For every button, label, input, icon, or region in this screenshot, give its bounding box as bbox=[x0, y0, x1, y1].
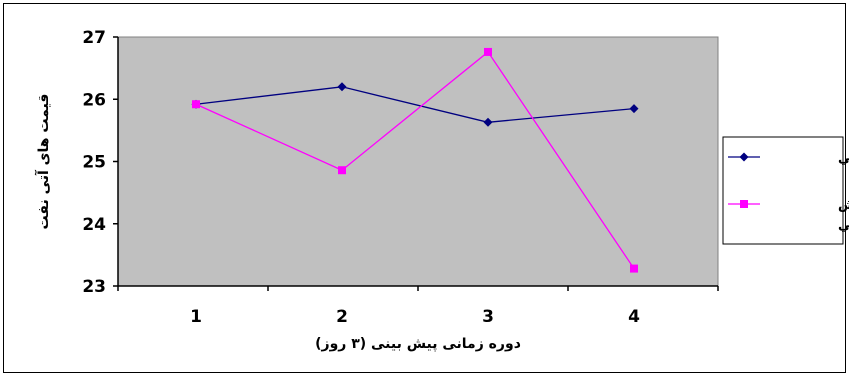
data-point bbox=[630, 264, 638, 273]
x-axis-title: دوره زمانی پیش بینی (۳ روز) bbox=[315, 336, 521, 352]
y-ticks: 23 24 25 26 27 bbox=[82, 28, 118, 297]
y-tick-label: 24 bbox=[82, 215, 106, 235]
series-2 bbox=[192, 47, 638, 273]
series-layer bbox=[191, 47, 639, 273]
series-line bbox=[195, 50, 635, 269]
data-point bbox=[192, 100, 200, 109]
x-ticks: 1 2 3 4 bbox=[117, 286, 719, 327]
legend-box bbox=[722, 136, 844, 245]
data-point bbox=[338, 166, 346, 175]
x-tick-label: 3 bbox=[482, 307, 494, 327]
series-line bbox=[195, 86, 635, 123]
legend-label: پيش bbox=[838, 198, 849, 213]
x-tick-label: 1 bbox=[190, 307, 202, 327]
data-point bbox=[337, 82, 347, 92]
data-point bbox=[483, 117, 493, 127]
y-tick-label: 27 bbox=[82, 28, 106, 48]
data-point bbox=[629, 104, 639, 114]
legend-label: بيني bbox=[838, 218, 849, 233]
legend-label: واقعي bbox=[838, 151, 849, 166]
y-tick-label: 26 bbox=[82, 90, 106, 110]
y-tick-label: 25 bbox=[82, 153, 106, 173]
plot-area bbox=[117, 36, 719, 287]
legend: واقعي پيش بيني bbox=[722, 136, 849, 245]
y-tick-label: 23 bbox=[82, 277, 106, 297]
data-point bbox=[484, 47, 492, 56]
x-tick-label: 4 bbox=[628, 307, 640, 327]
legend-marker bbox=[739, 152, 749, 162]
x-tick-label: 2 bbox=[336, 307, 348, 327]
legend-marker bbox=[740, 200, 748, 208]
y-axis-title: قیمت های آتی نفت bbox=[34, 94, 52, 230]
